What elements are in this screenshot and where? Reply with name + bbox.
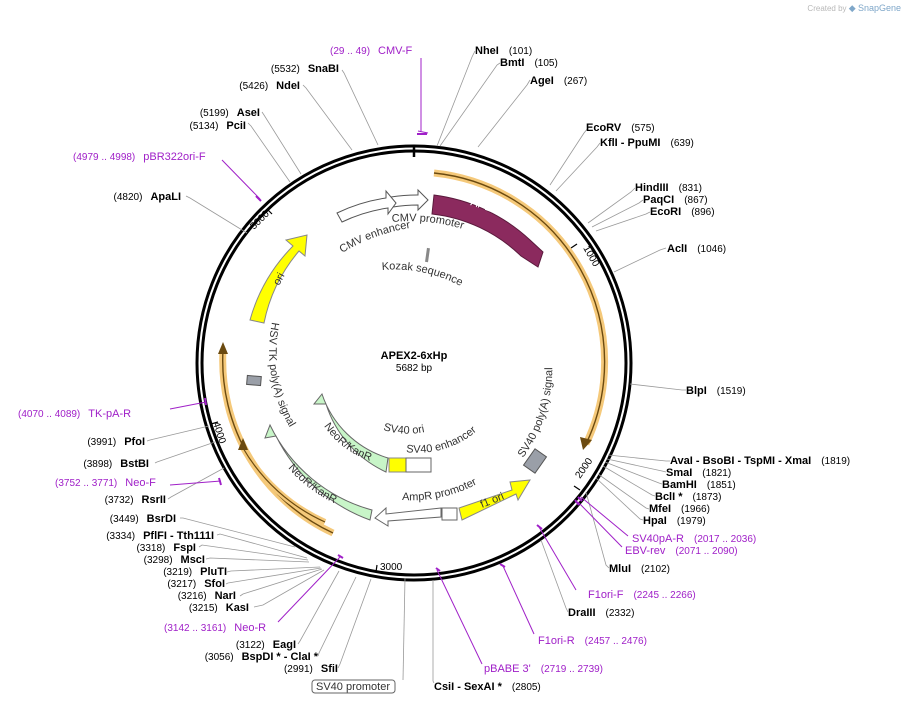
site-kfli: KflI - PpuMI (639) (600, 137, 694, 149)
orf-arcs (218, 169, 609, 537)
primer-ebv-rev: EBV-rev (2071 .. 2090) (625, 545, 738, 557)
feature-ori[interactable]: ori (249, 234, 308, 324)
neokanr-outer-label: NeoR/KanR (286, 462, 339, 506)
site-fspi: (3318) FspI (136, 542, 196, 554)
primer-neo-r: (3142 .. 3161) Neo-R (164, 622, 266, 634)
site-sfii: (2991) SfiI (284, 663, 338, 675)
site-nhei: NheI (101) (475, 45, 532, 57)
site-pluti: (3219) PluTI (163, 566, 227, 578)
feature-hsv-tk[interactable]: HSV TK poly(A) signal (246, 321, 298, 429)
site-sfoi: (3217) SfoI (167, 578, 225, 590)
site-blpi: BlpI (1519) (686, 385, 746, 397)
snapgene-logo-icon: ◆ (848, 3, 856, 13)
site-smai: SmaI (1821) (666, 467, 731, 479)
site-bamhi: BamHI (1851) (662, 479, 736, 491)
neokanr-inner-label: NeoR/KanR (322, 421, 374, 464)
site-pflfi: (3334) PflFI - Tth111I (106, 530, 214, 542)
sv40-polya-label: SV40 poly(A) signal (516, 367, 556, 459)
site-nari: (3216) NarI (178, 590, 236, 602)
cmv-enhancer-label: CMV enhancer (337, 219, 411, 256)
site-apali: (4820) ApaLI (114, 191, 181, 203)
snapgene-brand: Created by ◆ SnapGene (807, 3, 901, 14)
ampr-promoter-label: AmpR promoter (402, 476, 479, 504)
feature-neokanr-outer[interactable]: NeoR/KanR (264, 423, 373, 521)
ori-label: ori (271, 271, 287, 287)
site-agei: AgeI (267) (530, 75, 587, 87)
snapgene-label: SnapGene (857, 3, 901, 13)
site-draiii: DraIII (2332) (568, 607, 634, 619)
feature-neokanr-inner[interactable]: NeoR/KanR (312, 392, 389, 473)
site-bmti: BmtI (105) (500, 57, 558, 69)
f1-ori-label: f1 ori (479, 490, 506, 510)
primer-neo-f: (3752 .. 3771) Neo-F (55, 477, 156, 489)
plasmid-length: 5682 bp (396, 363, 433, 374)
site-csii: CsiI - SexAI * (2805) (434, 681, 541, 693)
site-kasi: (3215) KasI (189, 602, 249, 614)
site-rsrii: (3732) RsrII (105, 494, 166, 506)
site-claI: (3056) BspDI * - ClaI * (205, 651, 319, 663)
backbone (195, 144, 633, 582)
primer-tk-pa-r: (4070 .. 4089) TK-pA-R (18, 408, 131, 420)
primer-pbabe-3: pBABE 3' (2719 .. 2739) (484, 663, 603, 675)
site-acli: AclI (1046) (667, 243, 726, 255)
site-hpai: HpaI (1979) (643, 515, 706, 527)
primer-f1ori-f: F1ori-F (2245 .. 2266) (588, 589, 696, 601)
kozak-label: Kozak sequence (381, 260, 464, 288)
site-leaders (146, 50, 686, 684)
sv40-ori-label: SV40 ori (382, 421, 425, 436)
site-msci: (3298) MscI (144, 554, 205, 566)
site-eagi: (3122) EagI (236, 639, 296, 651)
site-ecorv: EcoRV (575) (586, 122, 655, 134)
feature-sv40-ori[interactable]: SV40 ori (382, 421, 425, 473)
site-hindiii: HindIII (831) (635, 182, 702, 194)
tick-3000: 3000 (380, 562, 403, 573)
site-paqci: PaqCI (867) (643, 194, 708, 206)
site-ndei: (5426) NdeI (239, 80, 300, 92)
created-by-label: Created by (807, 4, 847, 13)
site-pcii: (5134) PciI (190, 120, 246, 132)
primer-pbr322ori-f: (4979 .. 4998) pBR322ori-F (73, 151, 206, 163)
site-bstbi: (3898) BstBI (83, 458, 149, 470)
hsv-tk-label: HSV TK poly(A) signal (266, 321, 298, 429)
sv40-promoter-label: SV40 promoter (316, 681, 390, 693)
site-mfei: MfeI (1966) (649, 503, 710, 515)
primer-leaders (169, 58, 629, 665)
feature-sv40-polya[interactable]: SV40 poly(A) signal (516, 367, 556, 474)
primer-f1ori-r: F1ori-R (2457 .. 2476) (538, 635, 647, 647)
restriction-sites: NheI (101) BmtI (105) AgeI (267) EcoRV (575)… (83, 45, 850, 693)
primers: (29 .. 49) CMV-F (4979 .. 4998) pBR322ori-… (18, 45, 756, 675)
plasmid-name: APEX2-6xHp (381, 350, 448, 362)
tick-5000: 5000 (248, 208, 272, 232)
site-pfoi: (3991) PfoI (87, 436, 145, 448)
primer-markers (204, 133, 583, 572)
site-snabi: (5532) SnaBI (271, 63, 339, 75)
primer-cmv-f: (29 .. 49) CMV-F (330, 45, 413, 57)
site-asei: (5199) AseI (200, 107, 260, 119)
site-bcli: BclI * (1873) (655, 491, 721, 503)
sv40-promoter-callout[interactable]: SV40 promoter (311, 577, 406, 694)
primer-sv40pa-r: SV40pA-R (2017 .. 2036) (632, 533, 756, 545)
site-ecori: EcoRI (896) (650, 206, 715, 218)
feature-kozak[interactable]: Kozak sequence (381, 247, 465, 289)
site-avai: AvaI - BsoBI - TspMI - XmaI (1819) (670, 455, 850, 467)
site-bsrdi: (3449) BsrDI (110, 513, 176, 525)
site-mlui: MluI (2102) (609, 563, 670, 575)
